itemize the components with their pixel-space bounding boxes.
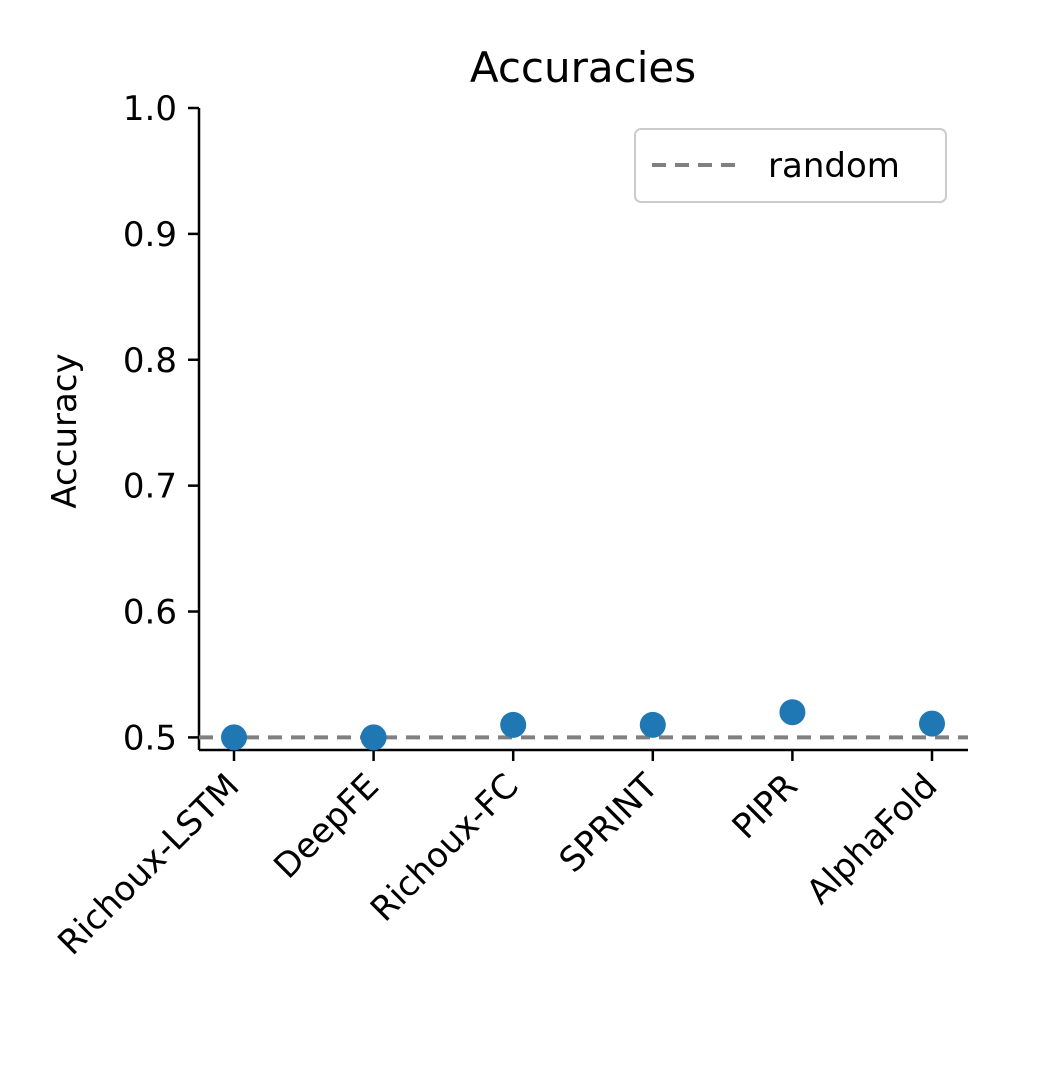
legend-box	[634, 128, 947, 203]
legend-random-label: random	[768, 146, 900, 186]
data-point	[500, 711, 527, 738]
legend: random	[634, 128, 947, 203]
y-tick-label: 0.9	[123, 215, 177, 255]
x-tick-label: Richoux-FC	[363, 766, 527, 930]
y-tick-label: 0.5	[123, 718, 177, 758]
data-point	[779, 699, 806, 726]
y-tick-label: 0.7	[123, 467, 177, 507]
y-tick-label: 1.0	[123, 89, 177, 129]
chart-title: Accuracies	[470, 43, 696, 92]
x-tick-label: PIPR	[725, 766, 806, 847]
data-point	[919, 710, 945, 737]
x-tick-label: Richoux-LSTM	[50, 766, 247, 963]
y-axis-label: Accuracy	[45, 353, 85, 508]
x-tick-label: SPRINT	[552, 766, 667, 881]
data-point	[360, 724, 387, 751]
y-tick-label: 0.8	[123, 341, 177, 381]
x-tick-label: AlphaFold	[799, 766, 945, 912]
data-point	[221, 724, 247, 751]
x-tick-label: DeepFE	[266, 766, 387, 887]
data-point	[639, 711, 666, 738]
y-tick-label: 0.6	[123, 593, 177, 633]
